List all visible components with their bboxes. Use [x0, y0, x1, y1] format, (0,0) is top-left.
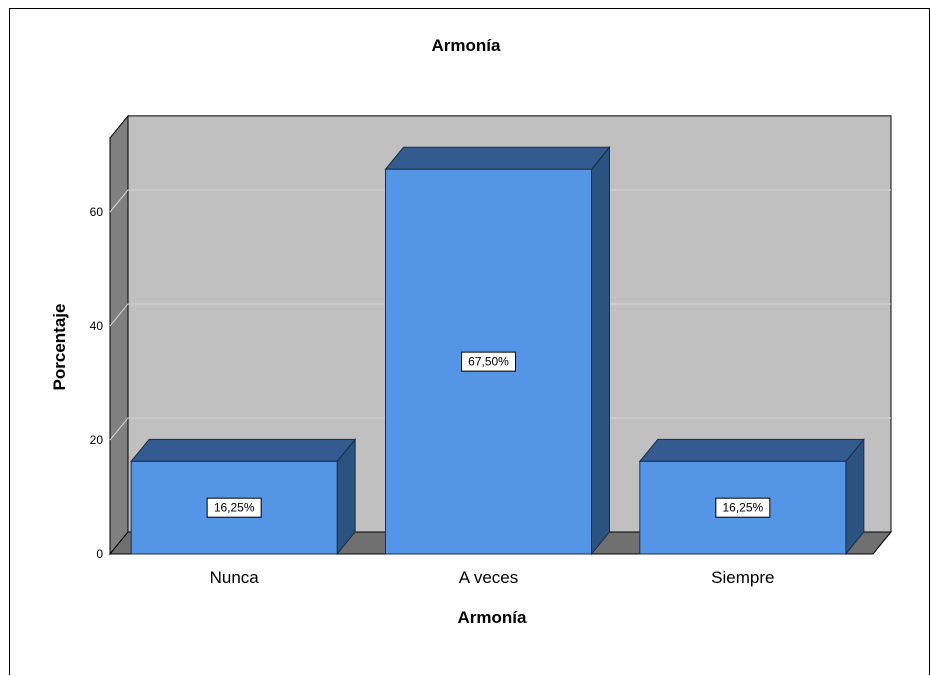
y-tick-label: 20: [90, 433, 104, 447]
data-label-text: 16,25%: [214, 501, 255, 515]
gridlines: [109, 189, 891, 441]
data-label: 16,25%: [715, 497, 771, 518]
y-tick-labels: 0 20 40 60: [90, 205, 104, 561]
chart-svg: 0 20 40 60 16,25% 67,50% 16,25% Nunca A veces S…: [50, 36, 893, 627]
bar-side: [591, 145, 610, 556]
x-tick-label: A veces: [459, 568, 519, 587]
x-tick-labels: Nunca A veces Siempre: [210, 568, 775, 587]
data-label: 67,50%: [461, 351, 516, 372]
x-tick-label: Nunca: [210, 568, 260, 587]
data-label-box: [206, 497, 262, 518]
gridline: [109, 189, 891, 213]
data-label-text: 67,50%: [468, 355, 509, 369]
y-tick-label: 40: [90, 319, 104, 333]
bar: [638, 437, 865, 556]
bars: [130, 145, 865, 556]
x-tick-label: Siempre: [711, 568, 774, 587]
bar: [384, 145, 611, 556]
chart-title: Armonía: [432, 36, 502, 55]
gridline: [109, 417, 891, 441]
data-labels: 16,25% 67,50% 16,25%: [206, 351, 771, 518]
gridline: [109, 303, 891, 327]
y-axis-title: Porcentaje: [50, 304, 69, 391]
bar-top: [638, 438, 865, 462]
plot-left-wall: [109, 114, 129, 556]
bar-top: [384, 146, 611, 170]
data-label-box: [461, 351, 516, 372]
y-tick-label: 0: [96, 547, 103, 561]
data-label-text: 16,25%: [722, 501, 763, 515]
data-label-box: [715, 497, 771, 518]
chart-frame: 0 20 40 60 16,25% 67,50% 16,25% Nunca A veces S…: [9, 8, 930, 675]
x-axis-title: Armonía: [458, 608, 528, 627]
bar-top: [130, 438, 357, 462]
y-tick-label: 60: [90, 205, 104, 219]
data-label: 16,25%: [206, 497, 262, 518]
bar: [130, 437, 357, 556]
